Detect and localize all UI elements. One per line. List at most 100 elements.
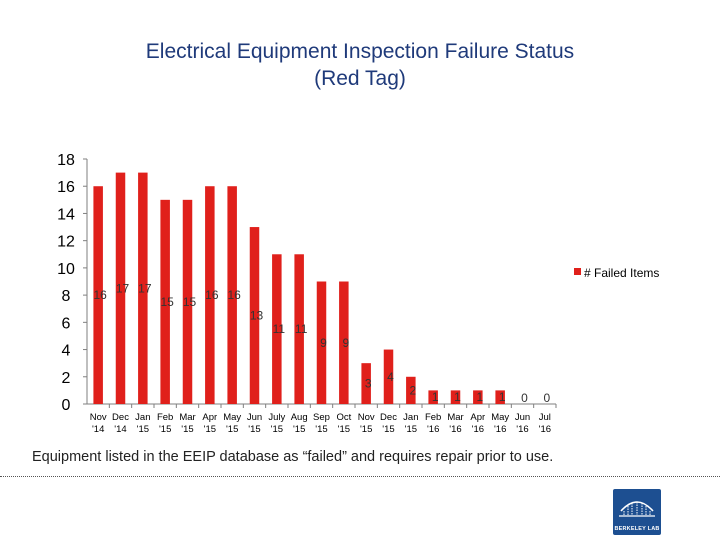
data-label: 13 — [250, 309, 264, 323]
legend-label: # Failed Items — [584, 266, 659, 280]
x-tick-label-year: '15 — [293, 424, 305, 435]
data-label: 9 — [342, 336, 349, 350]
caption: Equipment listed in the EEIP database as… — [32, 449, 554, 465]
bar — [361, 363, 371, 404]
x-tick-label-year: '16 — [516, 424, 528, 435]
x-tick-label-month: Mar — [179, 412, 195, 423]
x-tick-label-year: '15 — [137, 424, 149, 435]
lab-building-icon — [619, 501, 655, 517]
data-label: 1 — [499, 390, 506, 404]
x-tick-label-year: '15 — [382, 424, 394, 435]
bar — [450, 390, 461, 404]
y-tick-label: 4 — [62, 343, 71, 360]
x-tick-label-month: Jun — [247, 412, 262, 423]
x-tick-label-year: '15 — [204, 424, 216, 435]
x-tick-label-year: '16 — [449, 424, 461, 435]
x-tick-label-year: '16 — [472, 424, 484, 435]
data-label: 0 — [543, 391, 550, 405]
bar — [428, 390, 438, 404]
x-tick-label-month: Mar — [447, 412, 463, 423]
x-tick-label-month: Dec — [380, 412, 397, 423]
data-label: 0 — [521, 391, 528, 405]
y-tick-label: 10 — [57, 261, 75, 278]
chart-title-line-2: (Red Tag) — [314, 67, 406, 90]
x-tick-label-year: '16 — [494, 424, 506, 435]
x-tick-label-month: May — [223, 412, 241, 423]
x-tick-label-month: Aug — [291, 412, 308, 423]
bar — [138, 172, 148, 404]
y-tick-label: 6 — [62, 315, 71, 332]
bar — [205, 186, 215, 404]
logo-text: BERKELEY LAB — [614, 526, 660, 532]
x-tick-label-year: '16 — [539, 424, 551, 435]
data-label: 16 — [205, 288, 219, 302]
y-tick-label: 16 — [57, 179, 75, 196]
data-label: 11 — [295, 322, 308, 336]
x-tick-label-year: '15 — [271, 424, 283, 435]
data-label: 3 — [365, 377, 372, 391]
x-tick-label-month: Apr — [470, 412, 485, 423]
y-tick-label: 14 — [57, 206, 75, 223]
bar — [316, 281, 327, 404]
legend-swatch — [574, 268, 581, 275]
bar — [160, 199, 170, 404]
chart-title: Electrical Equipment Inspection Failure … — [0, 38, 720, 92]
x-tick-label-month: Apr — [202, 412, 217, 423]
footer-divider — [0, 476, 720, 477]
x-tick-label-year: '15 — [226, 424, 238, 435]
x-tick-label-month: Jan — [135, 412, 150, 423]
bar — [339, 281, 349, 404]
bar — [406, 376, 416, 404]
data-label: 9 — [320, 336, 327, 350]
data-label: 15 — [160, 295, 174, 309]
chart-title-line-1: Electrical Equipment Inspection Failure … — [145, 40, 575, 63]
x-tick-label-month: May — [491, 412, 509, 423]
x-tick-label-month: Jan — [403, 412, 418, 423]
y-tick-label: 18 — [57, 152, 75, 169]
x-tick-label-month: Jun — [515, 412, 530, 423]
y-tick-label: 2 — [62, 370, 71, 387]
x-tick-label-month: Nov — [358, 412, 375, 423]
bar — [383, 349, 394, 404]
data-label: 17 — [138, 281, 152, 295]
data-label: 1 — [432, 390, 439, 404]
bar — [495, 390, 505, 404]
bar — [182, 199, 193, 404]
x-tick-label-month: July — [268, 412, 285, 423]
x-tick-label-year: '15 — [338, 424, 350, 435]
x-tick-label-month: Feb — [425, 412, 441, 423]
data-label: 15 — [183, 295, 197, 309]
bar — [115, 172, 126, 404]
data-label: 11 — [273, 322, 286, 336]
x-tick-label-month: Oct — [336, 412, 351, 423]
data-label: 1 — [476, 390, 483, 404]
x-tick-label-year: '15 — [181, 424, 193, 435]
x-tick-label-year: '14 — [92, 424, 104, 435]
bar — [294, 254, 304, 404]
x-tick-label-year: '14 — [114, 424, 126, 435]
bar — [272, 254, 282, 404]
x-tick-label-month: Dec — [112, 412, 129, 423]
x-tick-label-month: Nov — [90, 412, 107, 423]
x-tick-label-year: '15 — [360, 424, 372, 435]
x-tick-label-month: Jul — [539, 412, 551, 423]
x-tick-label-year: '15 — [159, 424, 171, 435]
x-tick-label-year: '15 — [405, 424, 417, 435]
x-tick-label-year: '15 — [315, 424, 327, 435]
bar — [249, 227, 260, 404]
berkeley-lab-logo: BERKELEY LAB — [613, 489, 661, 535]
bar — [473, 390, 483, 404]
bar — [227, 186, 237, 404]
y-tick-label: 8 — [62, 288, 71, 305]
data-label: 16 — [93, 288, 107, 302]
x-tick-label-month: Sep — [313, 412, 330, 423]
data-label: 16 — [227, 288, 241, 302]
bar — [93, 186, 103, 404]
x-tick-label-year: '16 — [427, 424, 439, 435]
data-label: 2 — [409, 383, 416, 397]
x-tick-label-month: Feb — [157, 412, 173, 423]
x-tick-label-year: '15 — [248, 424, 260, 435]
data-label: 4 — [387, 370, 394, 384]
y-tick-label: 0 — [62, 397, 71, 414]
